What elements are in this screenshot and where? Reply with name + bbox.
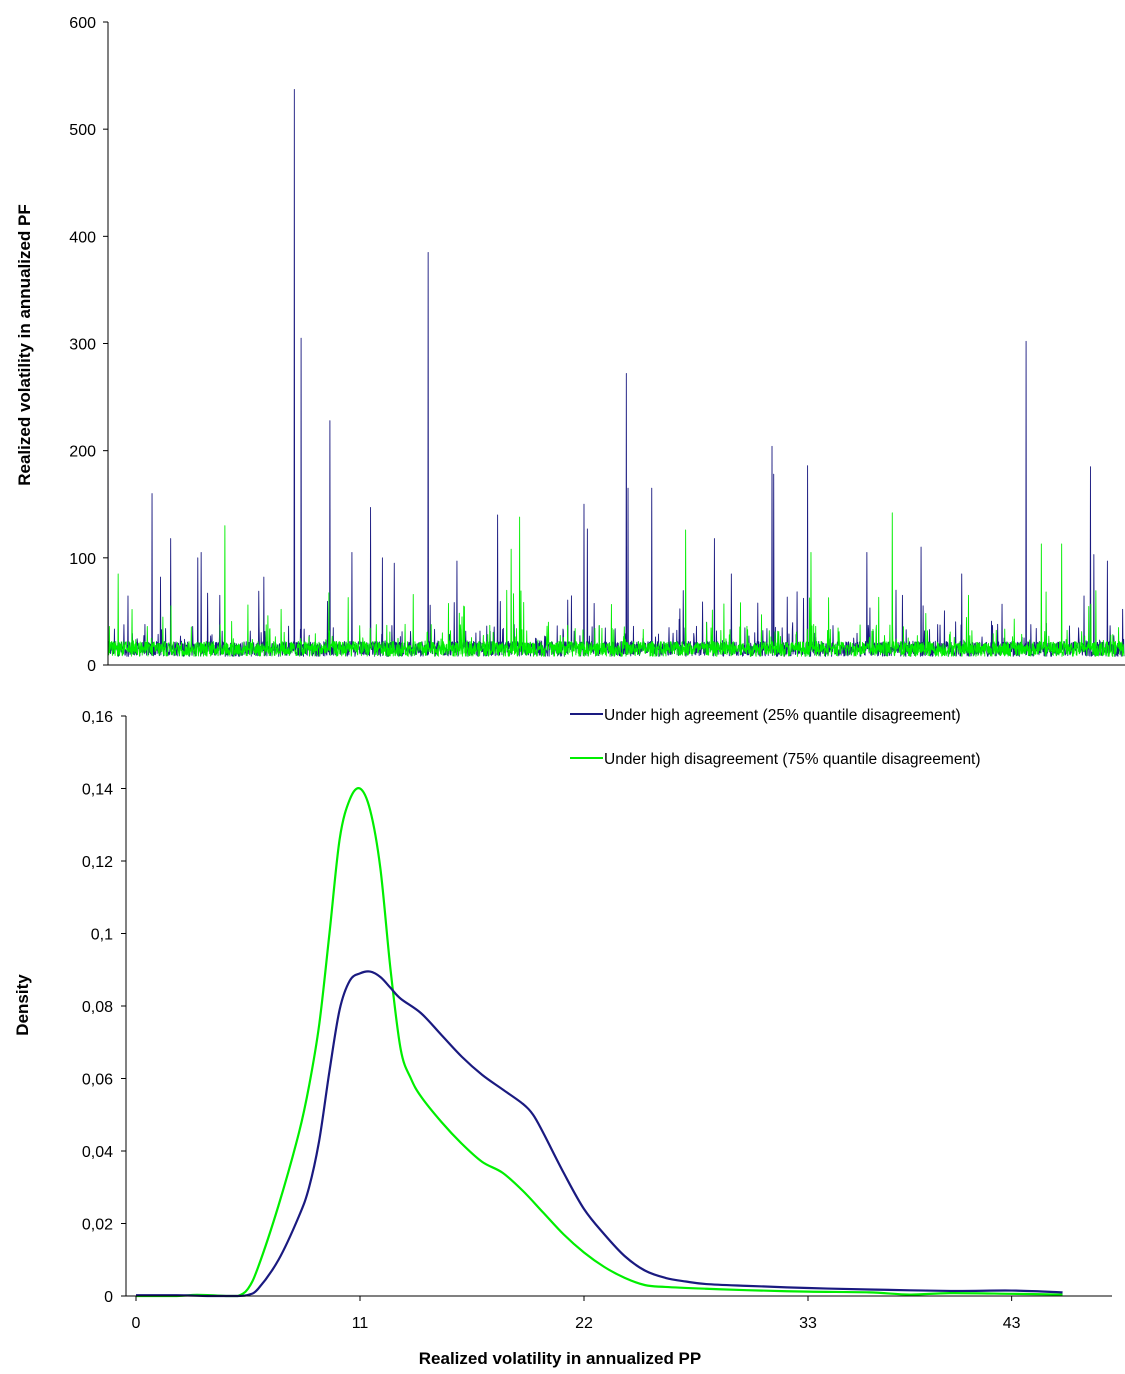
bottom-y-tick-label: 0,1 bbox=[91, 927, 113, 944]
top-y-tick-label: 300 bbox=[69, 337, 96, 354]
legend: Under high agreement (25% quantile disag… bbox=[570, 707, 981, 768]
bottom-x-ticks: 0 11 22 33 43 bbox=[132, 1296, 1021, 1332]
bottom-y-axis-title: Density bbox=[13, 974, 32, 1036]
bottom-y-tick-label: 0,02 bbox=[82, 1217, 113, 1234]
density-line-high-disagreement bbox=[136, 787, 1063, 1298]
top-y-tick-label: 200 bbox=[69, 444, 96, 461]
bottom-y-tick-label: 0,14 bbox=[82, 782, 113, 799]
density-chart: 0 0,02 0,04 0,06 0,08 0,1 0,12 0,14 0,16 0 11 22 33… bbox=[13, 707, 1112, 1368]
bottom-x-tick-label: 22 bbox=[575, 1315, 593, 1332]
top-y-ticks: 0 100 200 300 400 500 600 bbox=[69, 15, 108, 675]
bottom-y-tick-label: 0,16 bbox=[82, 709, 113, 726]
bottom-y-tick-label: 0,08 bbox=[82, 999, 113, 1016]
bottom-x-tick-label: 33 bbox=[799, 1315, 817, 1332]
top-y-tick-label: 100 bbox=[69, 551, 96, 568]
legend-label-disagreement: Under high disagreement (75% quantile di… bbox=[604, 751, 981, 768]
density-series-group bbox=[135, 787, 1063, 1298]
density-line-high-agreement bbox=[135, 970, 1063, 1298]
bottom-y-ticks: 0 0,02 0,04 0,06 0,08 0,1 0,12 0,14 0,16 bbox=[82, 709, 126, 1306]
legend-item-agreement: Under high agreement (25% quantile disag… bbox=[570, 707, 961, 724]
timeseries-series-group bbox=[107, 89, 1125, 657]
bottom-x-tick-label: 43 bbox=[1003, 1315, 1021, 1332]
top-y-tick-label: 500 bbox=[69, 122, 96, 139]
bottom-x-tick-label: 11 bbox=[352, 1315, 369, 1332]
legend-item-disagreement: Under high disagreement (75% quantile di… bbox=[570, 751, 981, 768]
top-y-tick-label: 400 bbox=[69, 229, 96, 246]
bottom-x-tick-label: 0 bbox=[132, 1315, 141, 1332]
volatility-timeseries-chart: 0 100 200 300 400 500 600 Realized volatility … bbox=[15, 15, 1125, 675]
series-line-disagreement-timeseries bbox=[107, 512, 1125, 657]
top-y-axis-title: Realized volatility in annualized PF bbox=[15, 204, 34, 486]
legend-label-agreement: Under high agreement (25% quantile disag… bbox=[604, 707, 961, 724]
top-y-tick-label: 0 bbox=[87, 658, 96, 675]
bottom-y-tick-label: 0 bbox=[104, 1289, 113, 1306]
bottom-y-tick-label: 0,06 bbox=[82, 1072, 113, 1089]
bottom-y-tick-label: 0,12 bbox=[82, 854, 113, 871]
bottom-y-tick-label: 0,04 bbox=[82, 1144, 113, 1161]
series-line-agreement-timeseries bbox=[107, 89, 1125, 657]
bottom-x-axis-title: Realized volatility in annualized PP bbox=[419, 1349, 701, 1368]
top-y-tick-label: 600 bbox=[69, 15, 96, 32]
